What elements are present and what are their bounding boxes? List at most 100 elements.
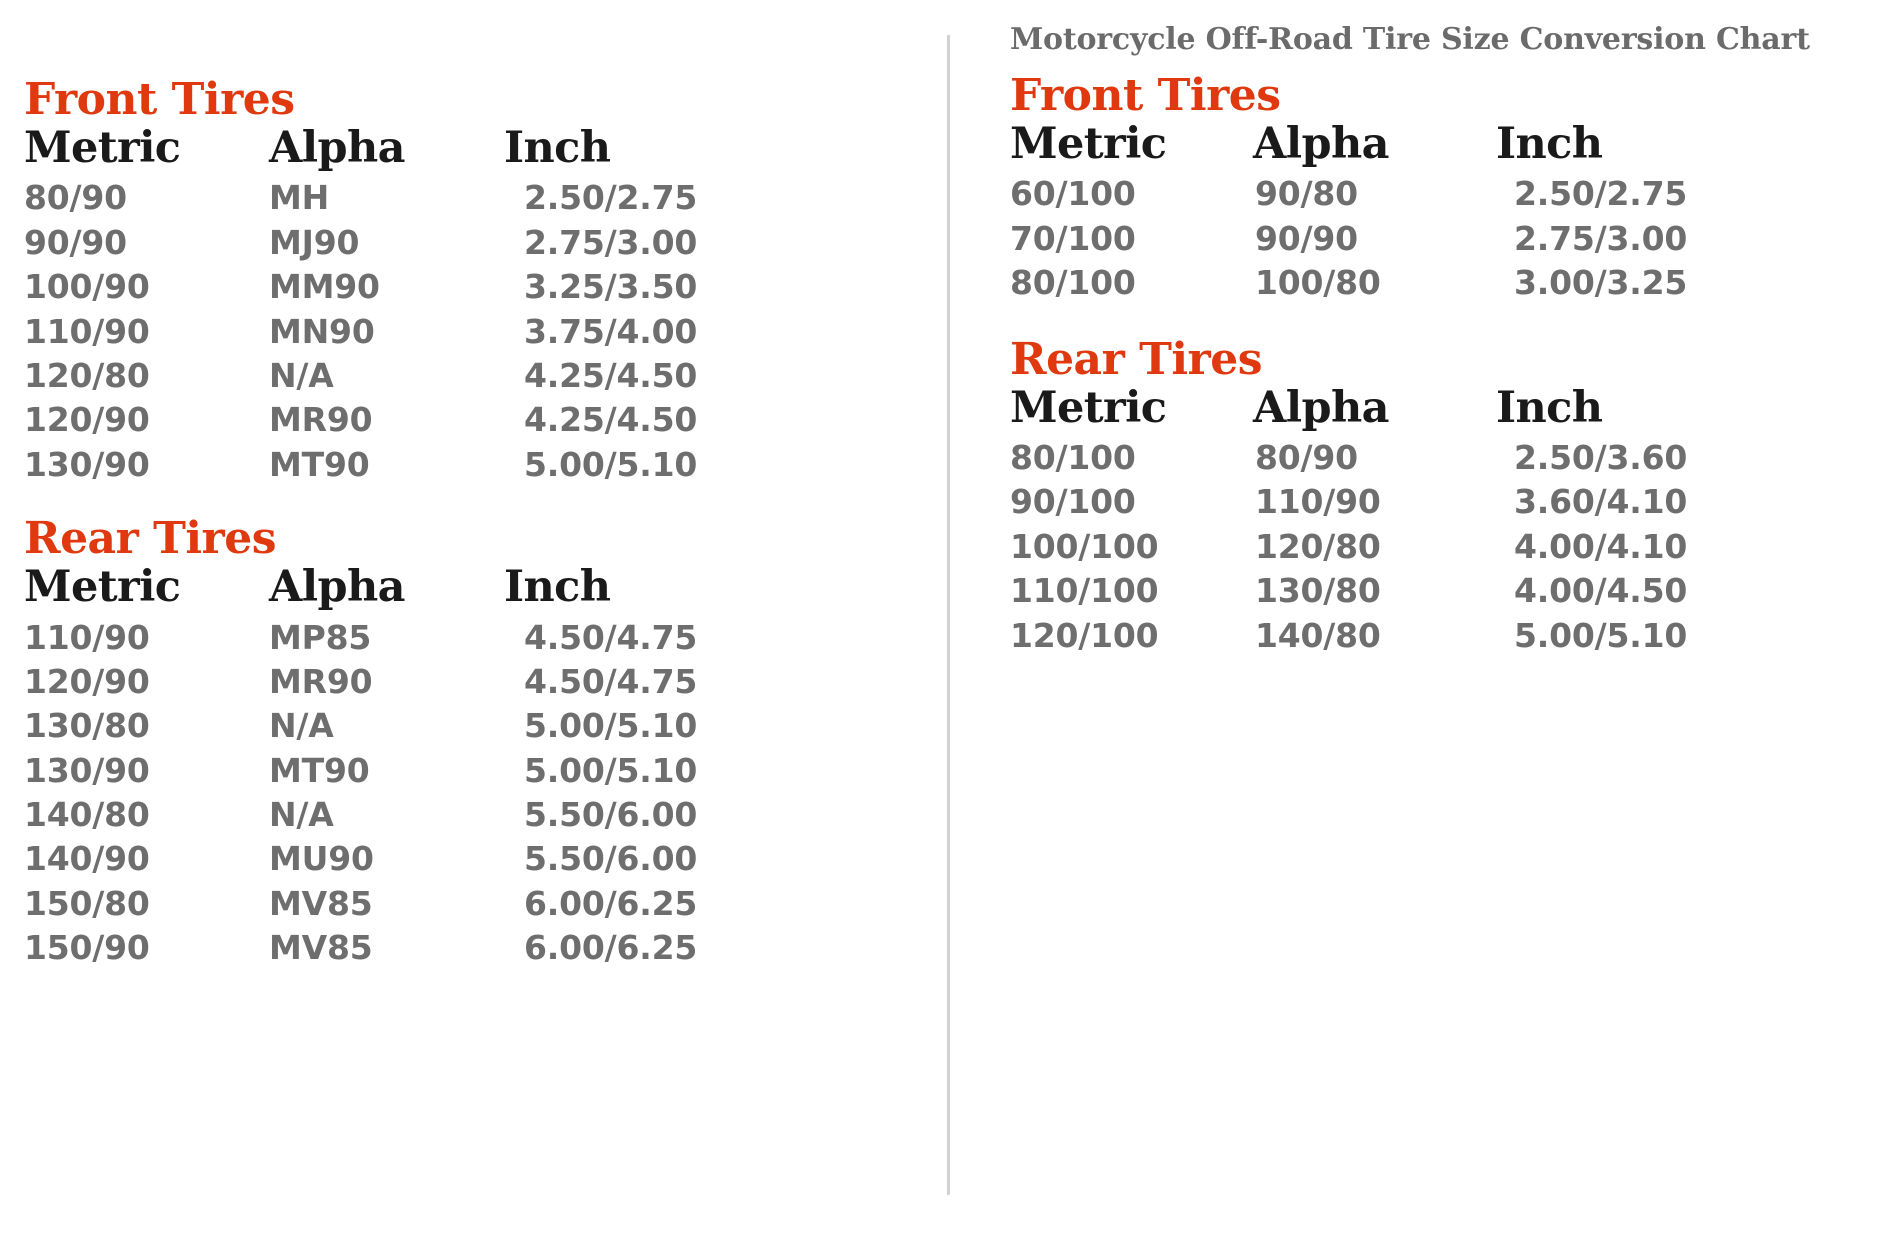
- cell-inch: 5.00/5.10: [524, 444, 698, 484]
- cell-inch: 2.50/3.60: [1514, 438, 1688, 478]
- cell-inch: 5.00/5.10: [524, 750, 698, 790]
- table-row: 90/100 110/90 3.60/4.10: [1010, 480, 1740, 524]
- cell-alpha: N/A: [269, 706, 334, 746]
- cell-inch: 3.60/4.10: [1514, 482, 1688, 522]
- column-header-alpha: Alpha: [1253, 382, 1389, 433]
- cell-alpha: 90/80: [1255, 174, 1358, 214]
- cell-metric: 150/90: [24, 928, 150, 968]
- cell-metric: 110/90: [24, 617, 150, 657]
- column-header-alpha: Alpha: [269, 123, 405, 173]
- column-header-metric: Metric: [1010, 382, 1167, 433]
- cell-metric: 100/100: [1010, 526, 1159, 566]
- left-panel: Front Tires Metric Alpha Inch 80/90 MH 2.5…: [24, 0, 914, 971]
- column-header-metric: Metric: [1010, 119, 1167, 169]
- right-front-tires-section: Front Tires Metric Alpha Inch 60/100 90/8…: [1010, 0, 1870, 306]
- cell-metric: 90/100: [1010, 482, 1136, 522]
- cell-metric: 150/80: [24, 883, 150, 923]
- table-row: 130/80 N/A 5.00/5.10: [24, 704, 854, 748]
- cell-metric: 130/90: [24, 750, 150, 790]
- cell-alpha: MM90: [269, 267, 380, 307]
- cell-metric: 120/80: [24, 355, 150, 395]
- cell-alpha: 90/90: [1255, 218, 1358, 258]
- cell-alpha: 80/90: [1255, 438, 1358, 478]
- cell-alpha: MJ90: [269, 222, 360, 262]
- table-row: 80/100 80/90 2.50/3.60: [1010, 436, 1740, 480]
- right-rear-tires-heading: Rear Tires: [1010, 333, 1262, 385]
- cell-alpha: MR90: [269, 400, 373, 440]
- right-front-tires-heading: Front Tires: [1010, 70, 1281, 121]
- chart-title: Motorcycle Off-Road Tire Size Conversion…: [1010, 22, 1810, 57]
- table-body: 110/90 MP85 4.50/4.75 120/90 MR90 4.50/4.75 13…: [24, 616, 854, 971]
- cell-inch: 4.00/4.10: [1514, 526, 1688, 566]
- cell-metric: 140/90: [24, 839, 150, 879]
- cell-alpha: MV85: [269, 928, 373, 968]
- cell-metric: 130/80: [24, 706, 150, 746]
- column-header-inch: Inch: [1496, 119, 1603, 169]
- cell-inch: 5.00/5.10: [1514, 615, 1688, 655]
- table-row: 120/90 MR90 4.50/4.75: [24, 660, 854, 704]
- column-header-inch: Inch: [504, 123, 611, 173]
- left-front-tires-heading: Front Tires: [24, 74, 295, 125]
- cell-inch: 5.50/6.00: [524, 795, 698, 835]
- cell-alpha: MR90: [269, 661, 373, 701]
- table-row: 150/80 MV85 6.00/6.25: [24, 882, 854, 926]
- cell-inch: 3.25/3.50: [524, 267, 698, 307]
- cell-alpha: 110/90: [1255, 482, 1381, 522]
- cell-alpha: MP85: [269, 617, 372, 657]
- cell-metric: 80/100: [1010, 263, 1136, 303]
- column-header-alpha: Alpha: [1253, 119, 1389, 169]
- cell-alpha: N/A: [269, 355, 334, 395]
- cell-inch: 4.00/4.50: [1514, 571, 1688, 611]
- table-header-row: Metric Alpha Inch: [24, 122, 854, 176]
- panel-divider: [947, 35, 950, 1195]
- left-front-tires-table: Metric Alpha Inch 80/90 MH 2.50/2.75 90/90 M…: [24, 122, 854, 487]
- cell-metric: 140/80: [24, 795, 150, 835]
- cell-alpha: MU90: [269, 839, 374, 879]
- cell-alpha: N/A: [269, 795, 334, 835]
- cell-inch: 2.75/3.00: [1514, 218, 1688, 258]
- cell-metric: 80/100: [1010, 438, 1136, 478]
- cell-alpha: MH: [269, 178, 330, 218]
- table-header-row: Metric Alpha Inch: [24, 561, 854, 615]
- column-header-metric: Metric: [24, 123, 181, 173]
- cell-inch: 4.50/4.75: [524, 617, 698, 657]
- cell-inch: 4.50/4.75: [524, 661, 698, 701]
- cell-inch: 3.75/4.00: [524, 311, 698, 351]
- table-row: 100/100 120/80 4.00/4.10: [1010, 525, 1740, 569]
- cell-metric: 80/90: [24, 178, 127, 218]
- right-rear-tires-section: Rear Tires Metric Alpha Inch 80/100 80/90…: [1010, 306, 1870, 658]
- cell-alpha: MV85: [269, 883, 373, 923]
- cell-inch: 5.00/5.10: [524, 706, 698, 746]
- cell-alpha: MT90: [269, 444, 370, 484]
- cell-alpha: MT90: [269, 750, 370, 790]
- cell-inch: 3.00/3.25: [1514, 263, 1688, 303]
- table-row: 110/90 MN90 3.75/4.00: [24, 310, 854, 354]
- left-rear-tires-heading: Rear Tires: [24, 513, 276, 565]
- table-row: 110/100 130/80 4.00/4.50: [1010, 569, 1740, 613]
- cell-metric: 120/90: [24, 400, 150, 440]
- left-front-tires-section: Front Tires Metric Alpha Inch 80/90 MH 2.5…: [24, 0, 914, 487]
- column-header-inch: Inch: [504, 562, 611, 613]
- cell-inch: 6.00/6.25: [524, 883, 698, 923]
- right-panel: Front Tires Metric Alpha Inch 60/100 90/8…: [1010, 0, 1870, 658]
- cell-inch: 4.25/4.50: [524, 400, 698, 440]
- table-body: 80/100 80/90 2.50/3.60 90/100 110/90 3.60/4.1…: [1010, 436, 1740, 658]
- cell-metric: 110/100: [1010, 571, 1159, 611]
- table-row: 130/90 MT90 5.00/5.10: [24, 749, 854, 793]
- cell-alpha: 100/80: [1255, 263, 1381, 303]
- table-header-row: Metric Alpha Inch: [1010, 118, 1740, 172]
- table-row: 120/100 140/80 5.00/5.10: [1010, 614, 1740, 658]
- right-rear-tires-table: Metric Alpha Inch 80/100 80/90 2.50/3.60 90…: [1010, 382, 1740, 658]
- column-header-alpha: Alpha: [269, 562, 405, 613]
- column-header-metric: Metric: [24, 562, 181, 613]
- table-row: 120/90 MR90 4.25/4.50: [24, 398, 854, 442]
- cell-alpha: 130/80: [1255, 571, 1381, 611]
- cell-metric: 100/90: [24, 267, 150, 307]
- cell-metric: 110/90: [24, 311, 150, 351]
- table-header-row: Metric Alpha Inch: [1010, 382, 1740, 436]
- cell-inch: 2.50/2.75: [1514, 174, 1688, 214]
- cell-inch: 4.25/4.50: [524, 355, 698, 395]
- table-row: 130/90 MT90 5.00/5.10: [24, 443, 854, 487]
- cell-metric: 70/100: [1010, 218, 1136, 258]
